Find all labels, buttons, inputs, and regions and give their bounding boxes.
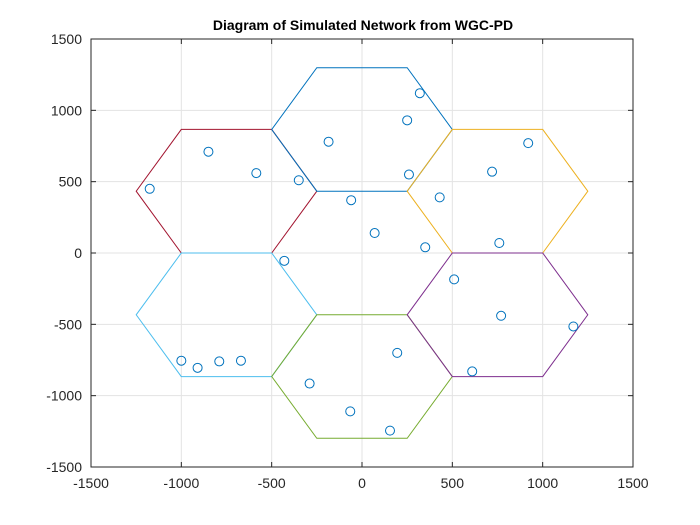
x-tick-labels: -1500 -1000 -500 0 500 1000 1500 <box>73 475 649 491</box>
user-point-25 <box>192 362 203 373</box>
user-point-1 <box>203 146 214 157</box>
user-point-3 <box>293 175 304 186</box>
user-point-5 <box>402 115 413 126</box>
user-point-19 <box>467 366 478 377</box>
y-tick-labels: -1500 -1000 -500 0 500 1000 1500 <box>46 31 82 475</box>
hex-cell-0 <box>135 128 318 254</box>
user-point-27 <box>235 355 246 366</box>
user-point-17 <box>496 310 507 321</box>
user-point-11 <box>420 242 431 253</box>
x-tick-label: -500 <box>258 475 286 491</box>
x-tick-label: -1500 <box>73 475 109 491</box>
user-point-13 <box>523 138 534 149</box>
y-tick-label: -1000 <box>46 388 82 404</box>
y-tick-label: 1500 <box>51 31 82 47</box>
user-point-7 <box>403 169 414 180</box>
x-tick-label: 1000 <box>527 475 558 491</box>
y-tick-label: 0 <box>74 245 82 261</box>
user-point-12 <box>487 166 498 177</box>
user-point-15 <box>279 255 290 266</box>
user-point-8 <box>346 195 357 206</box>
user-point-21 <box>304 378 315 389</box>
grid-lines <box>90 38 634 468</box>
user-point-18 <box>568 321 579 332</box>
x-tick-label: -1000 <box>163 475 199 491</box>
user-point-10 <box>434 192 445 203</box>
y-tick-label: 500 <box>59 174 83 190</box>
y-tick-label: -500 <box>54 316 82 332</box>
user-point-4 <box>323 136 334 147</box>
user-point-23 <box>385 425 396 436</box>
user-point-9 <box>369 228 380 239</box>
user-point-22 <box>345 406 356 417</box>
y-tick-label: 1000 <box>51 102 82 118</box>
x-tick-label: 0 <box>358 475 366 491</box>
hex-cell-3 <box>135 252 318 378</box>
chart-title: Diagram of Simulated Network from WGC-PD <box>213 17 513 33</box>
hex-cell-2 <box>406 128 589 254</box>
user-point-14 <box>494 238 505 249</box>
axis-ticks <box>90 38 634 468</box>
user-point-2 <box>251 168 262 179</box>
y-tick-label: -1500 <box>46 459 82 475</box>
hexagonal-cells <box>135 67 589 439</box>
hex-cell-5 <box>406 252 589 378</box>
user-point-20 <box>392 347 403 358</box>
user-points <box>144 88 579 436</box>
user-point-24 <box>176 355 187 366</box>
user-point-26 <box>214 356 225 367</box>
user-point-16 <box>449 274 460 285</box>
x-tick-label: 1500 <box>617 475 648 491</box>
x-tick-label: 500 <box>441 475 465 491</box>
user-point-0 <box>144 183 155 194</box>
user-point-6 <box>414 88 425 99</box>
